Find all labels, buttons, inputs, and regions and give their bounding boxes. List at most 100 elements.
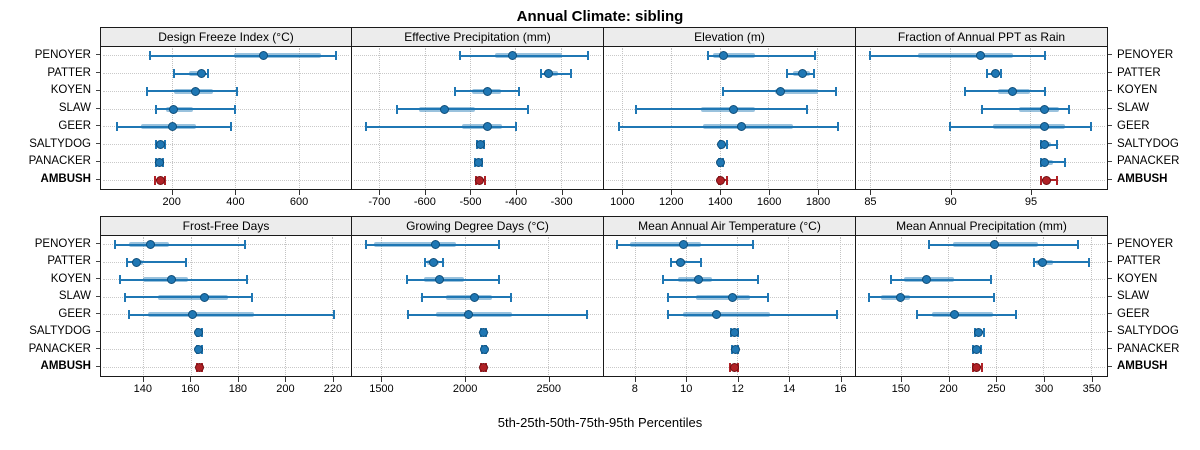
percentile-box (701, 106, 755, 112)
whisker-cap-high (836, 122, 839, 132)
panel-title: Mean Annual Precipitation (mm) (896, 219, 1067, 233)
whisker-cap-high (207, 69, 210, 79)
whisker-cap-low (407, 310, 410, 320)
whisker-cap-low (123, 292, 126, 302)
site-label-text: SLAW (1117, 290, 1150, 303)
axis-tick-label: 400 (226, 196, 245, 208)
percentile-box (993, 124, 1066, 130)
gridline-horizontal (606, 144, 853, 146)
gridline-vertical (737, 237, 739, 375)
gridline-vertical (719, 48, 721, 188)
gridline-horizontal (858, 73, 1105, 75)
whisker-cap-low (118, 275, 121, 285)
axis-spacer-right (1108, 190, 1200, 216)
site-label-text: SALTYDOG (1117, 325, 1179, 338)
panel-strip: Mean Annual Air Temperature (°C) (604, 217, 855, 236)
percentile-box (774, 88, 818, 94)
axis-tick (171, 190, 173, 195)
median-dot (508, 51, 518, 61)
panel-plot (604, 236, 855, 376)
panel-grid: PENOYER PATTER KOYEN SLAW GEER SALTYDOG PANACK… (0, 27, 1200, 403)
axis-tick-label: 1600 (756, 196, 782, 208)
median-dot (950, 310, 960, 320)
axis-tick (1091, 377, 1093, 382)
site-label-text: SLAW (1117, 102, 1150, 115)
axis-tick (720, 190, 722, 195)
whisker-cap-high (335, 51, 338, 61)
panel-plot (352, 236, 603, 376)
whisker-cap-low (454, 86, 457, 96)
percentile-box (436, 312, 513, 318)
side-tick (1108, 178, 1112, 180)
gridline-vertical (284, 237, 286, 375)
whisker-cap-low (728, 362, 731, 372)
site-label-text: SLAW (58, 290, 91, 303)
site-labels-left: PENOYER PATTER KOYEN SLAW GEER SALTYDOG PANACK… (0, 27, 100, 188)
whisker-cap-high (1067, 104, 1070, 114)
site-label-geer: GEER (0, 305, 100, 323)
whisker-range (982, 108, 1069, 111)
axis-tick (769, 190, 771, 195)
site-label-text: SALTYDOG (1117, 137, 1179, 150)
gridline-vertical (424, 48, 426, 188)
axis-tick (424, 190, 426, 195)
side-tick (1108, 330, 1112, 332)
whisker-cap-low (1032, 257, 1035, 267)
median-dot (1040, 140, 1050, 150)
panel: Effective Precipitation (mm) (352, 27, 604, 190)
median-dot (676, 257, 686, 267)
site-label-text: GEER (1117, 307, 1150, 320)
axis-tick (237, 377, 239, 382)
axis-tick-label: 1500 (369, 383, 394, 395)
percentile-box (1019, 106, 1060, 112)
whisker-cap-low (890, 275, 893, 285)
site-label-text: PENOYER (1117, 237, 1174, 250)
whisker-cap-low (981, 104, 984, 114)
gridline-vertical (172, 48, 174, 188)
side-tick (96, 72, 100, 74)
gridline-vertical (768, 48, 770, 188)
gridline-horizontal (354, 331, 601, 333)
side-tick (96, 260, 100, 262)
gridline-horizontal (858, 179, 1105, 181)
whisker-cap-high (229, 122, 232, 132)
side-tick (1108, 72, 1112, 74)
side-tick (96, 243, 100, 245)
whisker-cap-low (128, 310, 131, 320)
whisker-cap-low (928, 240, 931, 250)
median-dot (728, 104, 738, 114)
site-label-slaw: SLAW (1108, 288, 1200, 306)
whisker-cap-high (569, 69, 572, 79)
whisker-cap-high (586, 310, 589, 320)
axis-tick-label: 2000 (452, 383, 478, 395)
gridline-vertical (950, 48, 952, 188)
site-label-ambush: AMBUSH (0, 170, 100, 188)
axis-tick-label: -700 (368, 196, 391, 208)
whisker-range (408, 313, 588, 316)
panel-strip: Fraction of Annual PPT as Rain (856, 28, 1107, 47)
gridline-horizontal (103, 261, 349, 263)
gridline-horizontal (858, 161, 1105, 163)
site-label-panacker: PANACKER (1108, 340, 1200, 358)
median-dot (195, 362, 205, 372)
median-dot (194, 345, 204, 355)
whisker-range (115, 243, 245, 246)
whisker-cap-low (635, 104, 638, 114)
panel: Elevation (m) (604, 27, 856, 190)
median-dot (482, 86, 492, 96)
site-label-text: SALTYDOG (29, 137, 91, 150)
side-tick (96, 107, 100, 109)
whisker-range (540, 72, 571, 75)
axis-tick-label: 2500 (536, 383, 562, 395)
gridline-vertical (548, 237, 549, 375)
whisker-range (707, 54, 815, 57)
gridline-horizontal (103, 331, 349, 333)
whisker-cap-high (766, 292, 769, 302)
axis-tick-label: 1200 (659, 196, 684, 208)
axis-tick (379, 190, 381, 195)
gridline-vertical (515, 48, 517, 188)
gridline-horizontal (103, 366, 349, 368)
whisker-range (869, 296, 994, 299)
whisker-cap-low (148, 51, 151, 61)
percentile-box (424, 277, 464, 283)
